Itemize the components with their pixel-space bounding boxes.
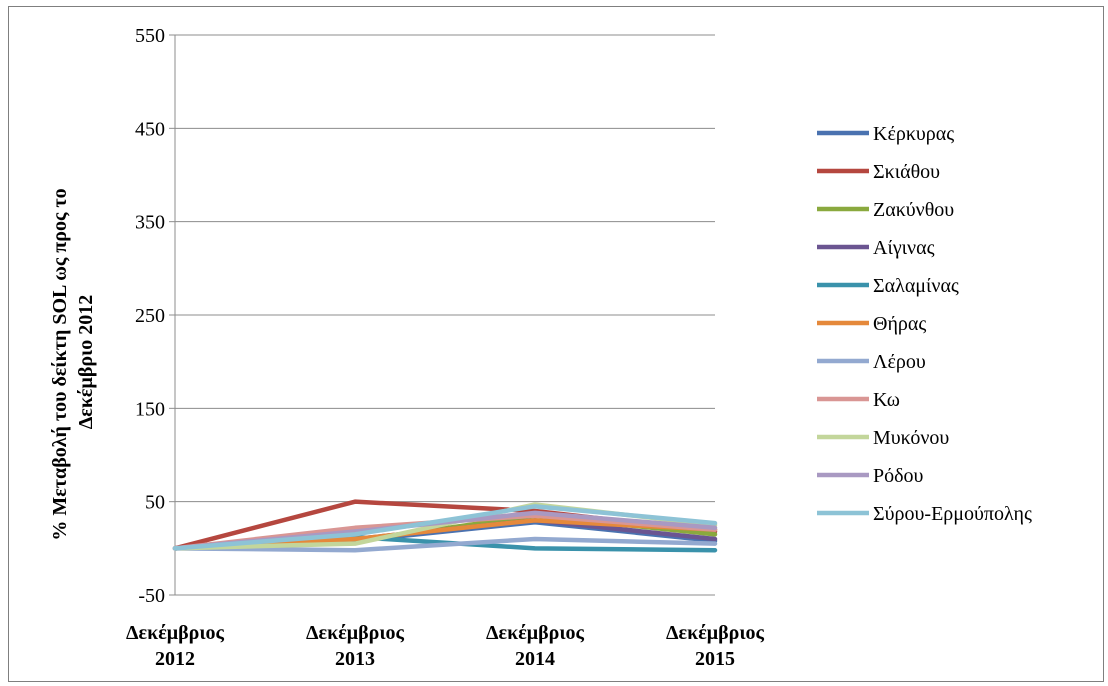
legend-label: Ρόδου <box>873 465 924 487</box>
x-tick-label-line: 2012 <box>155 648 195 670</box>
x-tick-label-line: 2013 <box>335 648 375 670</box>
y-tick-label: 550 <box>135 25 165 47</box>
x-tick-label-line: 2014 <box>515 648 555 670</box>
legend-label: Κέρκυρας <box>873 123 954 145</box>
legend-label: Ζακύνθου <box>873 199 954 221</box>
x-tick-label-line: Δεκέμβριος <box>306 622 405 644</box>
y-tick-label: -50 <box>138 585 165 607</box>
x-tick-label-line: Δεκέμβριος <box>126 622 225 644</box>
legend-item: Ρόδου <box>817 465 924 487</box>
legend-label: Σαλαμίνας <box>873 275 959 297</box>
y-tick-label: 50 <box>145 492 165 514</box>
y-axis-label-line-2: Δεκέμβριο 2012 <box>75 295 97 430</box>
y-tick-label: 350 <box>135 212 165 234</box>
x-tick-label: Δεκέμβριος 2013 <box>306 622 405 670</box>
chart-frame <box>8 6 1104 682</box>
legend-item: Ζακύνθου <box>817 199 954 221</box>
legend-label: Σκιάθου <box>873 161 940 183</box>
y-axis-label-line-1: % Μεταβολή του δείκτη SOL ως προς το <box>49 188 71 540</box>
x-tick-label: Δεκέμβριος 2014 <box>486 622 585 670</box>
legend: Κέρκυρας Σκιάθου Ζακύνθου Αίγινας Σαλαμίνας Θ… <box>817 123 1032 525</box>
legend-label: Θήρας <box>873 313 926 335</box>
legend-item: Λέρου <box>817 351 926 373</box>
legend-label: Μυκόνου <box>873 427 949 449</box>
series-line-6 <box>172 518 718 551</box>
legend-item: Μυκόνου <box>817 427 949 449</box>
y-tick-label: 250 <box>135 305 165 327</box>
y-tick-label: 150 <box>135 398 165 420</box>
y-tick-labels: -50 50 150 250 350 450 550 <box>135 25 165 607</box>
legend-label: Αίγινας <box>873 237 935 259</box>
legend-item: Κέρκυρας <box>817 123 954 145</box>
x-tick-label-line: Δεκέμβριος <box>666 622 765 644</box>
series-lines <box>172 499 718 553</box>
legend-item: Αίγινας <box>817 237 935 259</box>
series-line-11 <box>172 504 718 551</box>
legend-item: Θήρας <box>817 313 926 335</box>
x-tick-label: Δεκέμβριος 2015 <box>666 622 765 670</box>
legend-item: Σαλαμίνας <box>817 275 959 297</box>
legend-label: Λέρου <box>873 351 926 373</box>
series-line-7 <box>172 536 718 553</box>
legend-item: Κω <box>817 389 900 411</box>
y-tick-label: 450 <box>135 118 165 140</box>
x-tick-label: Δεκέμβριος 2012 <box>126 622 225 670</box>
legend-item: Σύρου-Ερμούπολης <box>817 503 1032 525</box>
legend-label: Κω <box>873 389 900 411</box>
x-tick-label-line: 2015 <box>695 648 735 670</box>
legend-item: Σκιάθου <box>817 161 940 183</box>
legend-label: Σύρου-Ερμούπολης <box>873 503 1032 525</box>
y-axis-label: % Μεταβολή του δείκτη SOL ως προς το Δεκ… <box>49 183 97 540</box>
x-tick-labels: Δεκέμβριος 2012 Δεκέμβριος 2013 Δεκέμβριος 20… <box>126 622 765 670</box>
grid-lines <box>169 34 715 596</box>
x-tick-label-line: Δεκέμβριος <box>486 622 585 644</box>
